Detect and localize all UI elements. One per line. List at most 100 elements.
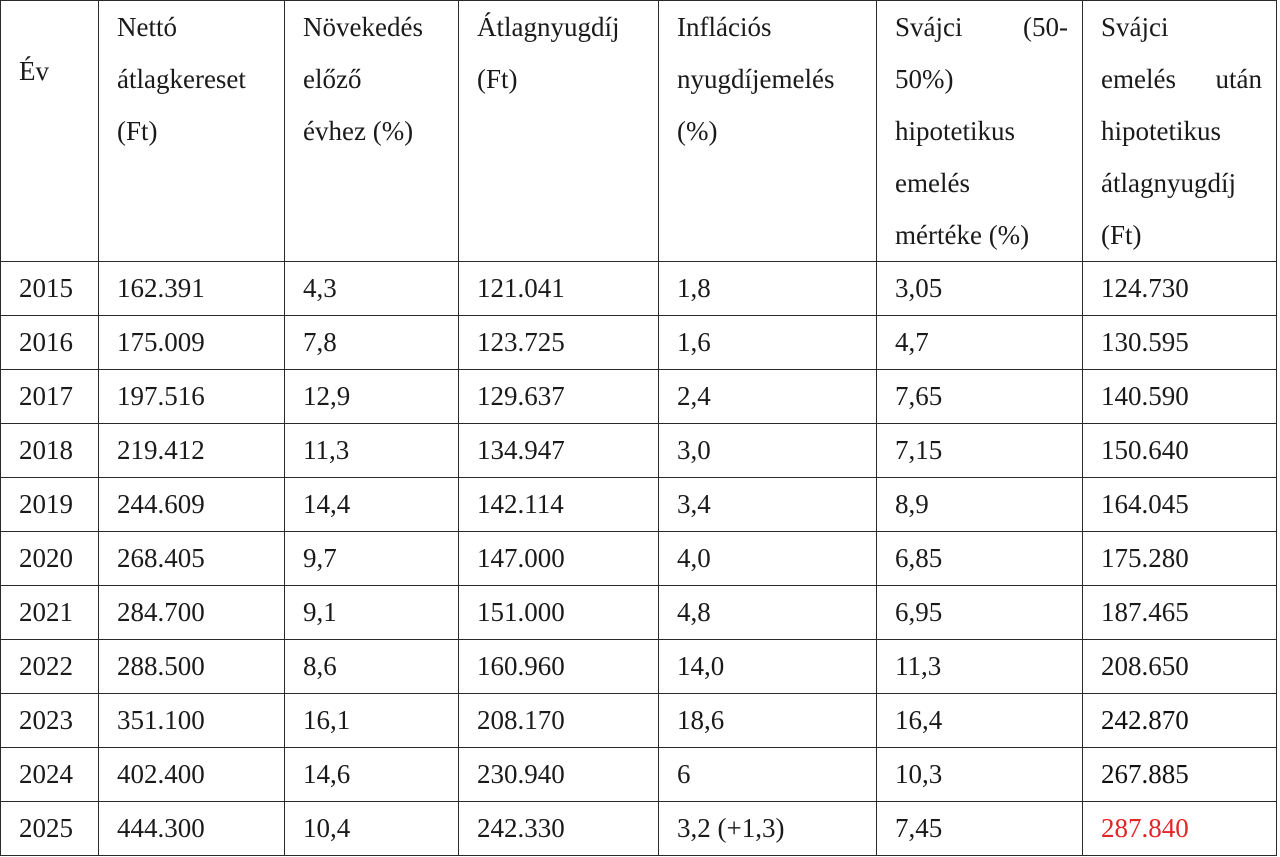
- cell-swiss-pension: 164.045: [1082, 477, 1277, 532]
- header-swiss-rate: Svájci (50- 50%) hipotetikus emelés mérté…: [876, 0, 1083, 262]
- cell-net-wage: 351.100: [98, 693, 285, 748]
- table-body: 2015 162.391 4,3 121.041 1,8 3,05 124.73…: [0, 261, 1277, 856]
- header-swiss-pension-word: után: [1215, 64, 1263, 94]
- cell-inflation-raise: 3,2 (+1,3): [658, 801, 877, 856]
- cell-growth: 12,9: [284, 369, 459, 424]
- cell-year: 2022: [0, 639, 99, 694]
- cell-swiss-rate: 4,7: [876, 315, 1083, 370]
- cell-net-wage: 268.405: [98, 531, 285, 586]
- cell-swiss-pension-highlight: 287.840: [1082, 801, 1277, 856]
- cell-inflation-raise: 4,8: [658, 585, 877, 640]
- cell-growth: 4,3: [284, 261, 459, 316]
- table-row: 2018 219.412 11,3 134.947 3,0 7,15 150.6…: [0, 423, 1277, 478]
- cell-swiss-pension: 208.650: [1082, 639, 1277, 694]
- cell-year: 2015: [0, 261, 99, 316]
- cell-inflation-raise: 4,0: [658, 531, 877, 586]
- header-swiss-pension: Svájci emelés után hipotetikus átlagnyugd…: [1082, 0, 1277, 262]
- header-swiss-pension-line: (Ft): [1101, 220, 1142, 250]
- header-swiss-pension-line: emelés után: [1101, 53, 1276, 105]
- cell-year: 2023: [0, 693, 99, 748]
- cell-swiss-pension: 140.590: [1082, 369, 1277, 424]
- cell-swiss-pension: 187.465: [1082, 585, 1277, 640]
- table-row: 2019 244.609 14,4 142.114 3,4 8,9 164.04…: [0, 477, 1277, 532]
- table-row: 2020 268.405 9,7 147.000 4,0 6,85 175.28…: [0, 531, 1277, 586]
- header-swiss-rate-line: 50%): [895, 64, 954, 94]
- cell-inflation-raise: 1,6: [658, 315, 877, 370]
- cell-net-wage: 219.412: [98, 423, 285, 478]
- header-swiss-rate-word: (50-: [1023, 12, 1068, 42]
- table-row: 2022 288.500 8,6 160.960 14,0 11,3 208.6…: [0, 639, 1277, 694]
- cell-swiss-pension: 267.885: [1082, 747, 1277, 802]
- cell-swiss-rate: 7,45: [876, 801, 1083, 856]
- cell-avg-pension: 160.960: [458, 639, 659, 694]
- header-inflation-raise-line: nyugdíjemelés: [677, 64, 835, 94]
- cell-swiss-pension: 130.595: [1082, 315, 1277, 370]
- cell-swiss-rate: 7,15: [876, 423, 1083, 478]
- header-growth: Növekedés előző évhez (%): [284, 0, 459, 262]
- cell-avg-pension: 147.000: [458, 531, 659, 586]
- cell-growth: 9,1: [284, 585, 459, 640]
- cell-avg-pension: 242.330: [458, 801, 659, 856]
- cell-inflation-raise: 1,8: [658, 261, 877, 316]
- header-swiss-rate-line: mértéke (%): [895, 220, 1030, 250]
- cell-avg-pension: 134.947: [458, 423, 659, 478]
- header-avg-pension: Átlagnyugdíj (Ft): [458, 0, 659, 262]
- cell-swiss-rate: 3,05: [876, 261, 1083, 316]
- cell-growth: 16,1: [284, 693, 459, 748]
- header-growth-line: évhez (%): [303, 116, 414, 146]
- cell-growth: 14,4: [284, 477, 459, 532]
- header-growth-line: Növekedés: [303, 12, 423, 42]
- header-net-wage: Nettó átlagkereset (Ft): [98, 0, 285, 262]
- cell-avg-pension: 230.940: [458, 747, 659, 802]
- cell-swiss-pension: 242.870: [1082, 693, 1277, 748]
- cell-swiss-pension: 124.730: [1082, 261, 1277, 316]
- header-growth-line: előző: [303, 64, 362, 94]
- cell-net-wage: 284.700: [98, 585, 285, 640]
- cell-inflation-raise: 14,0: [658, 639, 877, 694]
- cell-swiss-rate: 10,3: [876, 747, 1083, 802]
- cell-avg-pension: 123.725: [458, 315, 659, 370]
- cell-swiss-rate: 7,65: [876, 369, 1083, 424]
- cell-inflation-raise: 3,4: [658, 477, 877, 532]
- cell-avg-pension: 151.000: [458, 585, 659, 640]
- cell-net-wage: 162.391: [98, 261, 285, 316]
- cell-year: 2017: [0, 369, 99, 424]
- header-swiss-pension-line: átlagnyugdíj: [1101, 168, 1236, 198]
- table-row: 2023 351.100 16,1 208.170 18,6 16,4 242.…: [0, 693, 1277, 748]
- table-row: 2015 162.391 4,3 121.041 1,8 3,05 124.73…: [0, 261, 1277, 316]
- cell-swiss-rate: 6,95: [876, 585, 1083, 640]
- header-net-wage-line: (Ft): [117, 116, 158, 146]
- header-net-wage-line: Nettó: [117, 12, 177, 42]
- cell-inflation-raise: 3,0: [658, 423, 877, 478]
- table-row: 2016 175.009 7,8 123.725 1,6 4,7 130.595: [0, 315, 1277, 370]
- table-row: 2025 444.300 10,4 242.330 3,2 (+1,3) 7,4…: [0, 801, 1277, 856]
- cell-net-wage: 288.500: [98, 639, 285, 694]
- cell-inflation-raise: 6: [658, 747, 877, 802]
- cell-swiss-rate: 8,9: [876, 477, 1083, 532]
- cell-year: 2025: [0, 801, 99, 856]
- header-swiss-pension-line: hipotetikus: [1101, 116, 1221, 146]
- header-swiss-rate-line: hipotetikus: [895, 116, 1015, 146]
- cell-growth: 8,6: [284, 639, 459, 694]
- header-swiss-pension-line: Svájci: [1101, 12, 1169, 42]
- cell-growth: 14,6: [284, 747, 459, 802]
- cell-swiss-rate: 16,4: [876, 693, 1083, 748]
- cell-avg-pension: 129.637: [458, 369, 659, 424]
- header-avg-pension-line: (Ft): [477, 64, 518, 94]
- cell-growth: 9,7: [284, 531, 459, 586]
- header-swiss-pension-word: emelés: [1101, 64, 1176, 94]
- cell-net-wage: 244.609: [98, 477, 285, 532]
- cell-inflation-raise: 18,6: [658, 693, 877, 748]
- cell-year: 2019: [0, 477, 99, 532]
- header-swiss-rate-word: Svájci: [895, 12, 963, 42]
- header-net-wage-line: átlagkereset: [117, 64, 246, 94]
- table-header: Év Nettó átlagkereset (Ft) Növekedés elő…: [0, 0, 1277, 262]
- header-inflation-raise: Inflációs nyugdíjemelés (%): [658, 0, 877, 262]
- cell-net-wage: 197.516: [98, 369, 285, 424]
- cell-swiss-pension: 175.280: [1082, 531, 1277, 586]
- cell-growth: 10,4: [284, 801, 459, 856]
- cell-year: 2016: [0, 315, 99, 370]
- cell-avg-pension: 208.170: [458, 693, 659, 748]
- header-avg-pension-line: Átlagnyugdíj: [477, 12, 620, 42]
